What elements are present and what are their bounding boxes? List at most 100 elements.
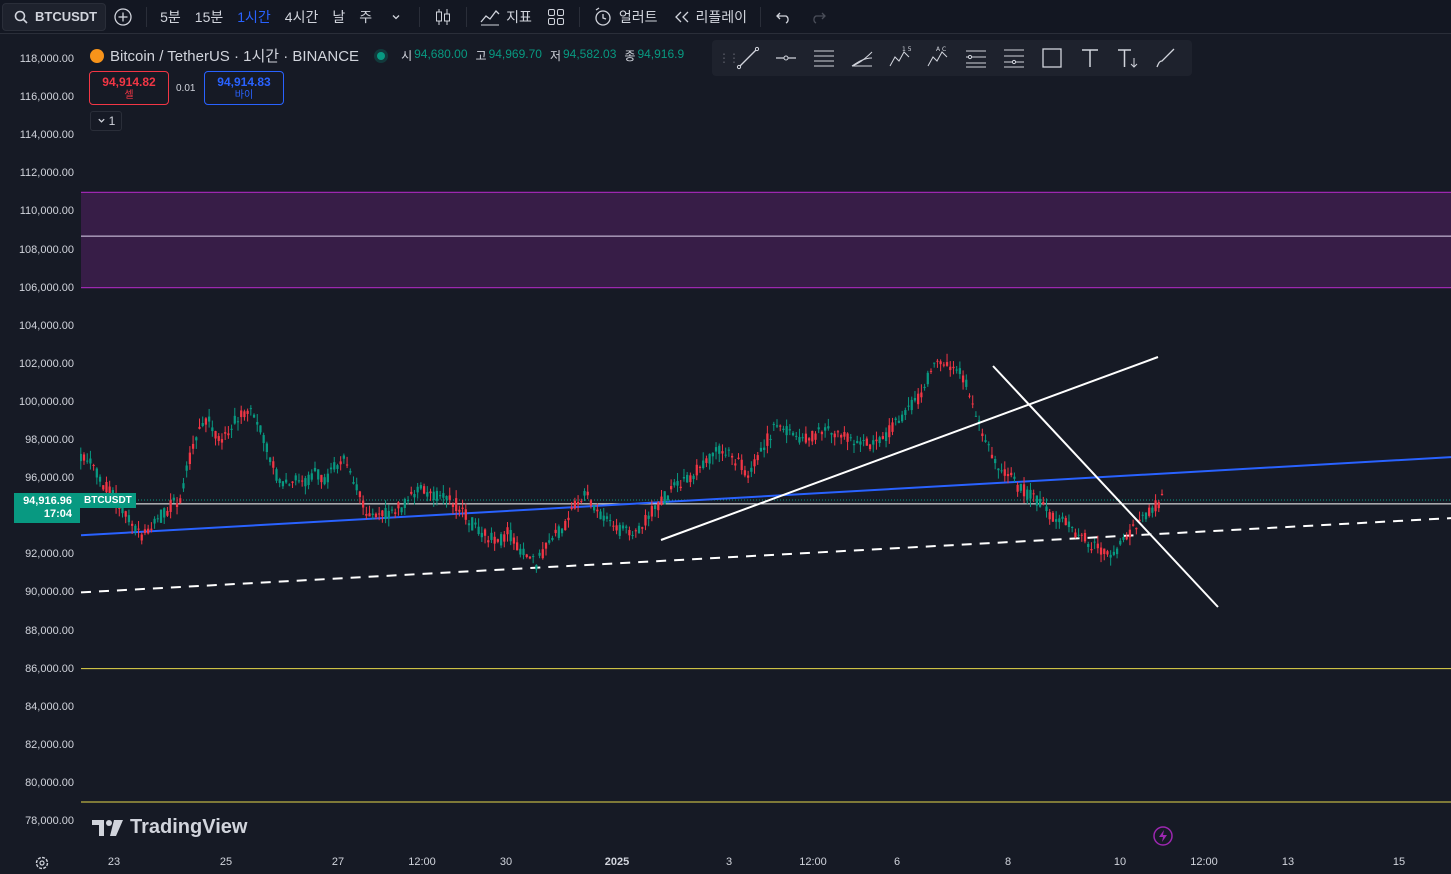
buy-button[interactable]: 94,914.83 바이 [204,71,284,105]
candle-body [413,493,416,498]
pitchfork-tool[interactable] [844,42,880,74]
candle-body [336,465,339,469]
replay-button[interactable]: 리플레이 [665,0,755,34]
indicators-button[interactable]: 지표 [473,0,539,34]
candle-body [211,427,214,432]
candle-body [942,364,945,366]
candle-body [1087,544,1090,547]
candle-body [737,457,740,459]
candle-body [1064,517,1067,526]
plus-circle-icon [113,7,133,27]
candle-body [756,455,759,461]
horizontal-ray-tool[interactable] [768,42,804,74]
svg-text:A C: A C [936,46,946,53]
undo-button[interactable] [767,0,801,34]
interval-5m[interactable]: 5분 [160,8,181,25]
candle-body [230,428,233,430]
candle-body [147,528,150,534]
candle-body [1099,547,1103,555]
candle-body [1019,483,1022,491]
interval-1w[interactable]: 주 [359,8,373,25]
candle-body [426,492,429,497]
anchored-text-tool[interactable] [1110,42,1146,74]
candle-body [727,449,730,451]
candle-body [458,509,461,512]
fib-extension-tool[interactable] [996,42,1032,74]
interval-4h[interactable]: 4시간 [284,8,319,25]
low-value: 94,582.03 [563,47,617,61]
candle-body [984,440,987,442]
lot-size-dropdown[interactable]: 1 [90,111,122,131]
sell-button[interactable]: 94,914.82 셀 [89,71,169,105]
alert-button[interactable]: 얼러트 [586,0,665,34]
candle-body [878,437,881,444]
candle-body [175,503,179,507]
candle-body [920,392,923,398]
chart-type-button[interactable] [426,0,460,34]
candle-body [718,445,721,454]
trend-line-tool[interactable] [730,42,766,74]
parallel-channel-tool[interactable] [806,42,842,74]
rectangle-tool[interactable] [1034,42,1070,74]
symbol-label: BTCUSDT [35,9,98,24]
candle-body [599,511,602,520]
abc-pattern-tool[interactable]: A C [920,42,956,74]
candle-body [743,470,747,476]
candle-body [820,431,824,435]
candle-body [779,425,782,427]
candle-body [965,379,968,387]
candle-body [609,520,612,522]
layouts-button[interactable] [539,0,573,34]
scroll-to-realtime-button[interactable] [1153,826,1173,851]
candle-body [933,362,936,364]
candle-body [1096,543,1099,549]
chart-legend: Bitcoin / TetherUS · 1시간 · BINANCE 시 94,6… [90,45,684,66]
candle-body [159,509,163,523]
candle-body [419,485,422,489]
candle-body [753,459,756,467]
candle-body [846,433,849,442]
elliott-wave-tool[interactable]: 1 5 [882,42,918,74]
compare-symbol-button[interactable] [106,0,140,34]
price-axis-label: 90,000.00 [25,586,74,599]
redo-button[interactable] [801,0,835,34]
candle-body [224,432,227,434]
drag-handle-icon[interactable]: ⋮⋮ [718,51,740,65]
symbol-title[interactable]: Bitcoin / TetherUS · 1시간 · BINANCE [110,48,360,65]
candle-body [179,498,182,503]
interval-1d[interactable]: 날 [332,8,346,25]
interval-1h[interactable]: 1시간 [237,8,271,25]
candle-body [952,366,955,369]
candle-body [1077,534,1080,536]
price-chart[interactable] [0,36,1451,850]
candle-body [217,436,220,441]
fib-retracement-tool[interactable] [958,42,994,74]
falling-trend-line-white [992,365,1219,608]
price-axis-label: 84,000.00 [25,700,74,713]
time-axis-label: 3 [725,856,733,868]
time-axis-label: 6 [893,856,901,868]
fib-extension-icon [1004,49,1024,68]
symbol-search-button[interactable]: BTCUSDT [2,2,107,31]
candle-body [291,481,294,483]
price-axis-label: 108,000.00 [18,243,74,256]
candle-body [936,360,939,362]
candle-body [833,433,836,438]
candle-body [843,432,846,437]
candle-body [1083,533,1087,542]
candle-body [320,474,323,483]
interval-dropdown-button[interactable] [379,0,413,34]
candle-body [862,440,865,442]
text-tool[interactable] [1072,42,1108,74]
candle-body [730,455,734,458]
candle-body [259,425,262,433]
candle-body [384,507,387,520]
candle-body [763,447,766,450]
brush-tool[interactable] [1148,42,1184,74]
candle-body [461,507,464,509]
time-axis[interactable]: 23 25 27 12:00 30 2025 3 12:00 6 8 10 12:00 13 15 [0,850,1451,874]
tradingview-logo[interactable]: TradingView [92,816,247,839]
candle-body [182,483,185,489]
interval-15m[interactable]: 15분 [194,8,224,25]
chart-settings-button[interactable] [34,855,50,874]
